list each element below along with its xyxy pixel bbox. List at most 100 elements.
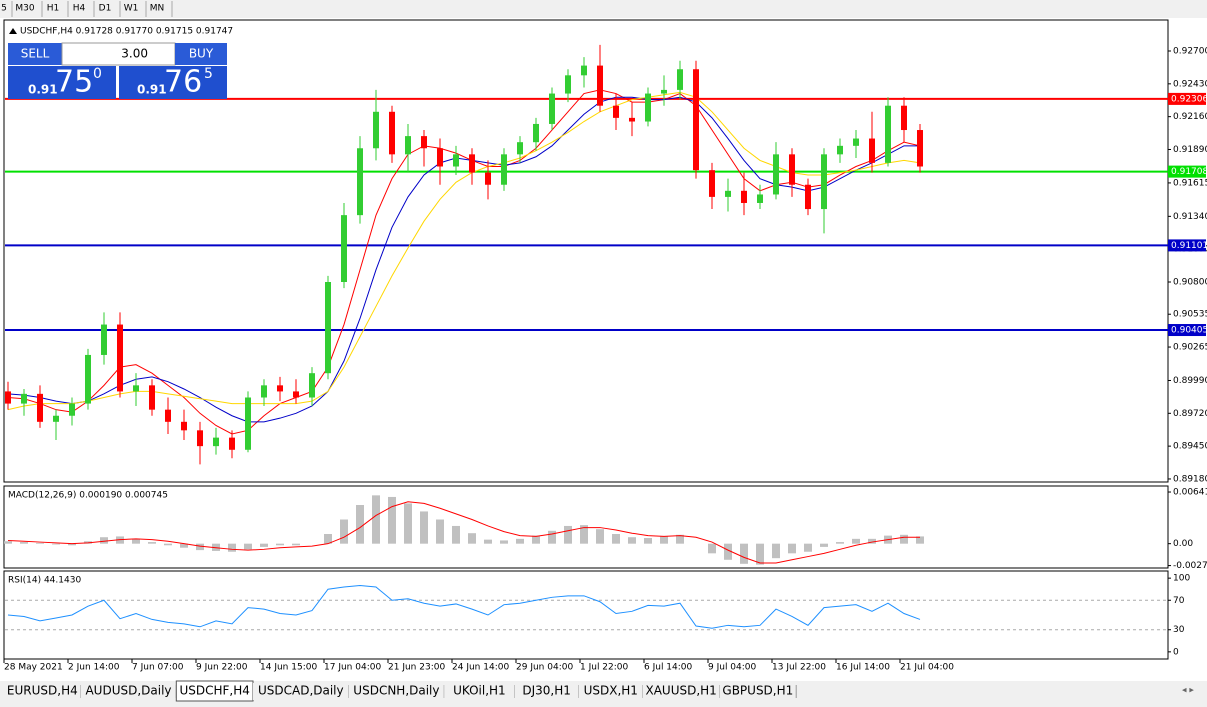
x-tick-label: 21 Jun 23:00 xyxy=(388,663,445,673)
y-tick-label: 0.89990 xyxy=(1173,376,1207,386)
candle-body xyxy=(693,69,699,171)
y-tick-label: 0.92160 xyxy=(1173,112,1207,122)
macd-bar xyxy=(820,543,828,547)
level-price-label: 0.90405 xyxy=(1171,326,1207,336)
sell-button[interactable] xyxy=(8,43,62,65)
macd-bar xyxy=(612,534,620,544)
candle-body xyxy=(165,409,171,422)
symbol-tab[interactable] xyxy=(4,683,81,700)
sell-price-box[interactable] xyxy=(8,66,116,99)
candle-body xyxy=(149,385,155,410)
macd-bar xyxy=(660,536,668,544)
sell-price-sup: 0 xyxy=(93,66,102,82)
candle-body xyxy=(181,421,187,431)
symbol-tab-label: USDCAD,Daily xyxy=(258,684,344,698)
level-price-tag xyxy=(1168,239,1206,252)
y-tick-label: 0.89450 xyxy=(1173,442,1207,452)
timeframe-button[interactable]: H1 xyxy=(47,4,60,14)
x-tick-label: 14 Jun 15:00 xyxy=(260,663,317,673)
macd-bar xyxy=(68,543,76,546)
symbol-tab[interactable] xyxy=(444,683,515,700)
timeframe-button[interactable]: 5 xyxy=(1,4,7,14)
lot-input[interactable] xyxy=(61,42,176,66)
timeframe-button[interactable]: H4 xyxy=(73,4,86,14)
moving-average xyxy=(7,91,921,411)
macd-bar xyxy=(644,538,652,544)
symbol-tab[interactable] xyxy=(642,683,720,700)
candle-body xyxy=(581,65,587,76)
candle-body xyxy=(709,170,715,197)
macd-bar xyxy=(164,543,172,546)
candle-body xyxy=(821,154,827,210)
symbol-tab-label: UKOil,H1 xyxy=(453,684,506,698)
timeframe-button[interactable]: M30 xyxy=(15,4,34,14)
macd-bar xyxy=(36,542,44,544)
symbol-tab[interactable] xyxy=(348,683,445,700)
y-tick-label: 0.91615 xyxy=(1173,178,1207,188)
candle-body xyxy=(213,437,219,447)
macd-bar xyxy=(148,542,156,544)
candle-body xyxy=(133,385,139,392)
y-tick-label: 30 xyxy=(1173,625,1185,635)
macd-bar xyxy=(244,543,252,550)
candle-body xyxy=(373,111,379,149)
candle-body xyxy=(725,190,731,197)
candle-body xyxy=(277,385,283,392)
macd-bar xyxy=(228,543,236,552)
candle-body xyxy=(837,145,843,155)
candle-body xyxy=(757,194,763,203)
macd-bar xyxy=(420,511,428,544)
candle-body xyxy=(101,324,107,355)
panel-title: RSI(14) 44.1430 xyxy=(8,576,81,586)
buy-button[interactable] xyxy=(175,43,227,65)
macd-bar xyxy=(276,543,284,546)
candle-body xyxy=(341,215,347,283)
candle-body xyxy=(197,430,203,447)
sell-price-big: 0.91 xyxy=(28,83,58,97)
macd-bar xyxy=(708,543,716,554)
macd-bar xyxy=(548,530,556,544)
symbol-tab[interactable] xyxy=(578,683,643,700)
y-tick-label: 0.91890 xyxy=(1173,145,1207,155)
symbol-tab-label: XAUUSD,H1 xyxy=(645,684,716,698)
y-tick-label: 0.92430 xyxy=(1173,79,1207,89)
candle-body xyxy=(229,437,235,450)
macd-bar xyxy=(100,537,108,544)
candle-body xyxy=(677,69,683,90)
candle-body xyxy=(357,148,363,216)
level-price-label: 0.91708 xyxy=(1171,167,1207,177)
timeframe-button[interactable]: W1 xyxy=(124,4,139,14)
timeframe-toolbar xyxy=(0,0,1207,18)
candle-body xyxy=(421,136,427,149)
lot-value: 3.00 xyxy=(121,47,148,61)
symbol-tab[interactable] xyxy=(80,683,177,700)
macd-bar xyxy=(580,525,588,544)
buy-label: BUY xyxy=(189,47,214,61)
macd-bar xyxy=(852,538,860,544)
symbol-tab[interactable] xyxy=(253,683,349,700)
sell-label: SELL xyxy=(21,47,50,61)
symbol-tab-label: DJ30,H1 xyxy=(522,684,571,698)
macd-bar xyxy=(52,543,60,545)
macd-bar xyxy=(564,525,572,544)
timeframe-button[interactable]: D1 xyxy=(99,4,112,14)
symbol-tab[interactable] xyxy=(514,683,579,700)
candle-body xyxy=(309,373,315,398)
y-tick-label: 0.00 xyxy=(1173,539,1193,549)
candle-body xyxy=(885,105,891,163)
macd-bar xyxy=(756,543,764,565)
symbol-tab-label: AUDUSD,Daily xyxy=(85,684,171,698)
candle-body xyxy=(869,138,875,163)
macd-bar xyxy=(452,525,460,544)
candle-body xyxy=(85,354,91,404)
x-tick-label: 16 Jul 14:00 xyxy=(836,663,890,673)
buy-price-main: 76 xyxy=(164,65,202,100)
macd-bar xyxy=(340,519,348,544)
candle-body xyxy=(517,142,523,155)
y-tick-label: 0.92700 xyxy=(1173,47,1207,57)
symbol-tab[interactable] xyxy=(719,683,797,700)
timeframe-button[interactable]: MN xyxy=(150,4,165,14)
buy-price-box[interactable] xyxy=(119,66,227,99)
macd-bar xyxy=(436,519,444,544)
